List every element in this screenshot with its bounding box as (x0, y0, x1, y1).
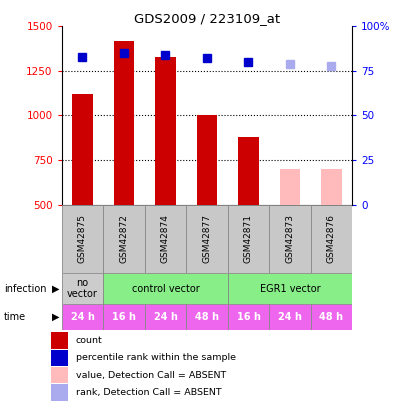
Bar (155, 57, 176, 205)
Text: count: count (76, 336, 103, 345)
Bar (280, 169, 300, 205)
Bar (311, 304, 352, 330)
Text: ▶: ▶ (52, 284, 59, 294)
Text: EGR1 vector: EGR1 vector (259, 284, 320, 294)
Bar (228, 205, 269, 273)
Bar (269, 304, 311, 330)
Bar (197, 115, 217, 205)
Bar (51, 384, 68, 401)
Text: GSM42875: GSM42875 (78, 215, 87, 263)
Bar (62, 273, 103, 304)
Bar (238, 137, 259, 205)
Bar (311, 205, 352, 273)
Bar (51, 367, 68, 384)
Bar (321, 169, 342, 205)
Bar (145, 304, 186, 330)
Text: 48 h: 48 h (195, 312, 219, 322)
Text: GSM42872: GSM42872 (119, 215, 129, 263)
Text: GSM42876: GSM42876 (327, 215, 336, 263)
Bar (51, 333, 68, 349)
Title: GDS2009 / 223109_at: GDS2009 / 223109_at (134, 12, 280, 25)
Text: value, Detection Call = ABSENT: value, Detection Call = ABSENT (76, 371, 226, 379)
Text: 24 h: 24 h (278, 312, 302, 322)
Bar (103, 273, 228, 304)
Text: percentile rank within the sample: percentile rank within the sample (76, 354, 236, 362)
Bar (269, 205, 311, 273)
Bar (62, 304, 103, 330)
Text: time: time (4, 312, 26, 322)
Bar (103, 304, 145, 330)
Bar (228, 304, 269, 330)
Text: infection: infection (4, 284, 47, 294)
Bar (103, 205, 145, 273)
Text: GSM42871: GSM42871 (244, 215, 253, 263)
Bar (113, 40, 135, 205)
Text: GSM42873: GSM42873 (285, 215, 295, 263)
Text: 16 h: 16 h (236, 312, 260, 322)
Text: control vector: control vector (132, 284, 199, 294)
Text: 16 h: 16 h (112, 312, 136, 322)
Bar (72, 94, 93, 205)
Bar (186, 304, 228, 330)
Text: rank, Detection Call = ABSENT: rank, Detection Call = ABSENT (76, 388, 222, 397)
Text: no
vector: no vector (67, 278, 98, 299)
Bar (228, 273, 352, 304)
Text: 24 h: 24 h (154, 312, 178, 322)
Bar (145, 205, 186, 273)
Text: GSM42874: GSM42874 (161, 215, 170, 263)
Bar (51, 350, 68, 366)
Text: GSM42877: GSM42877 (203, 215, 211, 263)
Text: ▶: ▶ (52, 312, 59, 322)
Bar (186, 205, 228, 273)
Bar (62, 205, 103, 273)
Text: 48 h: 48 h (320, 312, 343, 322)
Text: 24 h: 24 h (70, 312, 94, 322)
